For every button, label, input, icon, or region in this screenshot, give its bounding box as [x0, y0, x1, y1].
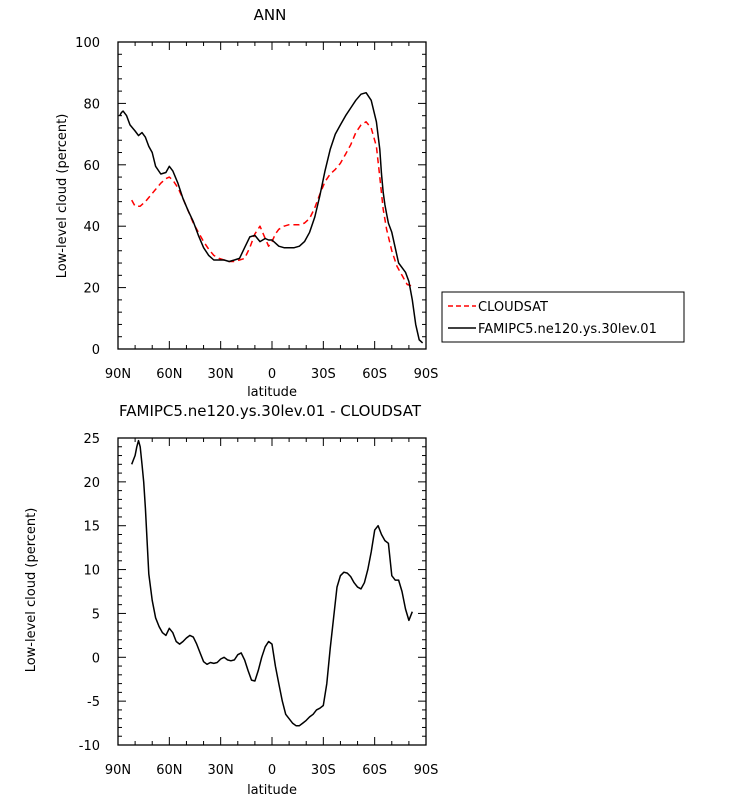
x-tick-label: 30S	[311, 367, 336, 382]
y-tick-label: 60	[83, 159, 100, 174]
top-x-axis-label: latitude	[247, 385, 297, 400]
series-line-cloudsat	[131, 121, 413, 287]
bottom-x-axis-label: latitude	[247, 783, 297, 798]
x-tick-label: 0	[268, 367, 276, 382]
bottom-series-lines	[131, 439, 413, 727]
x-tick-label: 90N	[105, 763, 131, 778]
bottom-axis-ticks: 90N 60N 30N 0 30S 60S 90S -10 -5 0 5 10 15 20 25	[79, 432, 439, 778]
series-line-famipc5-ne120-ys-30lev-01	[119, 91, 424, 344]
y-tick-label: 0	[92, 651, 100, 666]
x-tick-label: 90S	[414, 367, 439, 382]
x-tick-label: 90S	[414, 763, 439, 778]
bottom-panel: FAMIPC5.ne120.ys.30lev.01 - CLOUDSAT 90N…	[24, 402, 438, 798]
x-tick-label: 30N	[208, 367, 234, 382]
top-series-lines	[119, 91, 424, 344]
bottom-plot-frame	[117, 437, 427, 746]
x-tick-label: 30S	[311, 763, 336, 778]
y-tick-label: 40	[83, 220, 100, 235]
legend: CLOUDSAT FAMIPC5.ne120.ys.30lev.01	[441, 291, 685, 343]
y-tick-label: -5	[87, 695, 100, 710]
y-tick-label: 20	[83, 282, 100, 297]
y-tick-label: 80	[83, 97, 100, 112]
y-tick-label: 25	[83, 432, 100, 447]
x-tick-label: 60N	[156, 763, 182, 778]
y-tick-label: 5	[92, 607, 100, 622]
top-panel: ANN 90N 60N 30N 0 30S 60S 90S 0 20 40 60 80 100 lati…	[55, 6, 438, 400]
legend-label-famipc5: FAMIPC5.ne120.ys.30lev.01	[478, 322, 657, 337]
y-tick-label: 10	[83, 564, 100, 579]
bottom-chart-title: FAMIPC5.ne120.ys.30lev.01 - CLOUDSAT	[119, 402, 422, 420]
top-plot-frame	[117, 41, 427, 350]
y-tick-label: 0	[92, 343, 100, 358]
legend-label-cloudsat: CLOUDSAT	[478, 300, 548, 315]
top-chart-title: ANN	[254, 6, 287, 24]
difference-series-line	[131, 439, 413, 727]
x-tick-label: 90N	[105, 367, 131, 382]
x-tick-label: 60S	[362, 763, 387, 778]
y-tick-label: 15	[83, 520, 100, 535]
x-tick-label: 60S	[362, 367, 387, 382]
y-tick-label: -10	[79, 739, 100, 754]
legend-box	[441, 291, 685, 343]
x-tick-label: 30N	[208, 763, 234, 778]
top-y-axis-label: Low-level cloud (percent)	[55, 114, 70, 279]
bottom-y-axis-label: Low-level cloud (percent)	[24, 508, 39, 673]
top-axis-ticks: 90N 60N 30N 0 30S 60S 90S 0 20 40 60 80 100	[75, 36, 438, 382]
y-tick-label: 20	[83, 476, 100, 491]
y-tick-label: 100	[75, 36, 100, 51]
x-tick-label: 60N	[156, 367, 182, 382]
x-tick-label: 0	[268, 763, 276, 778]
